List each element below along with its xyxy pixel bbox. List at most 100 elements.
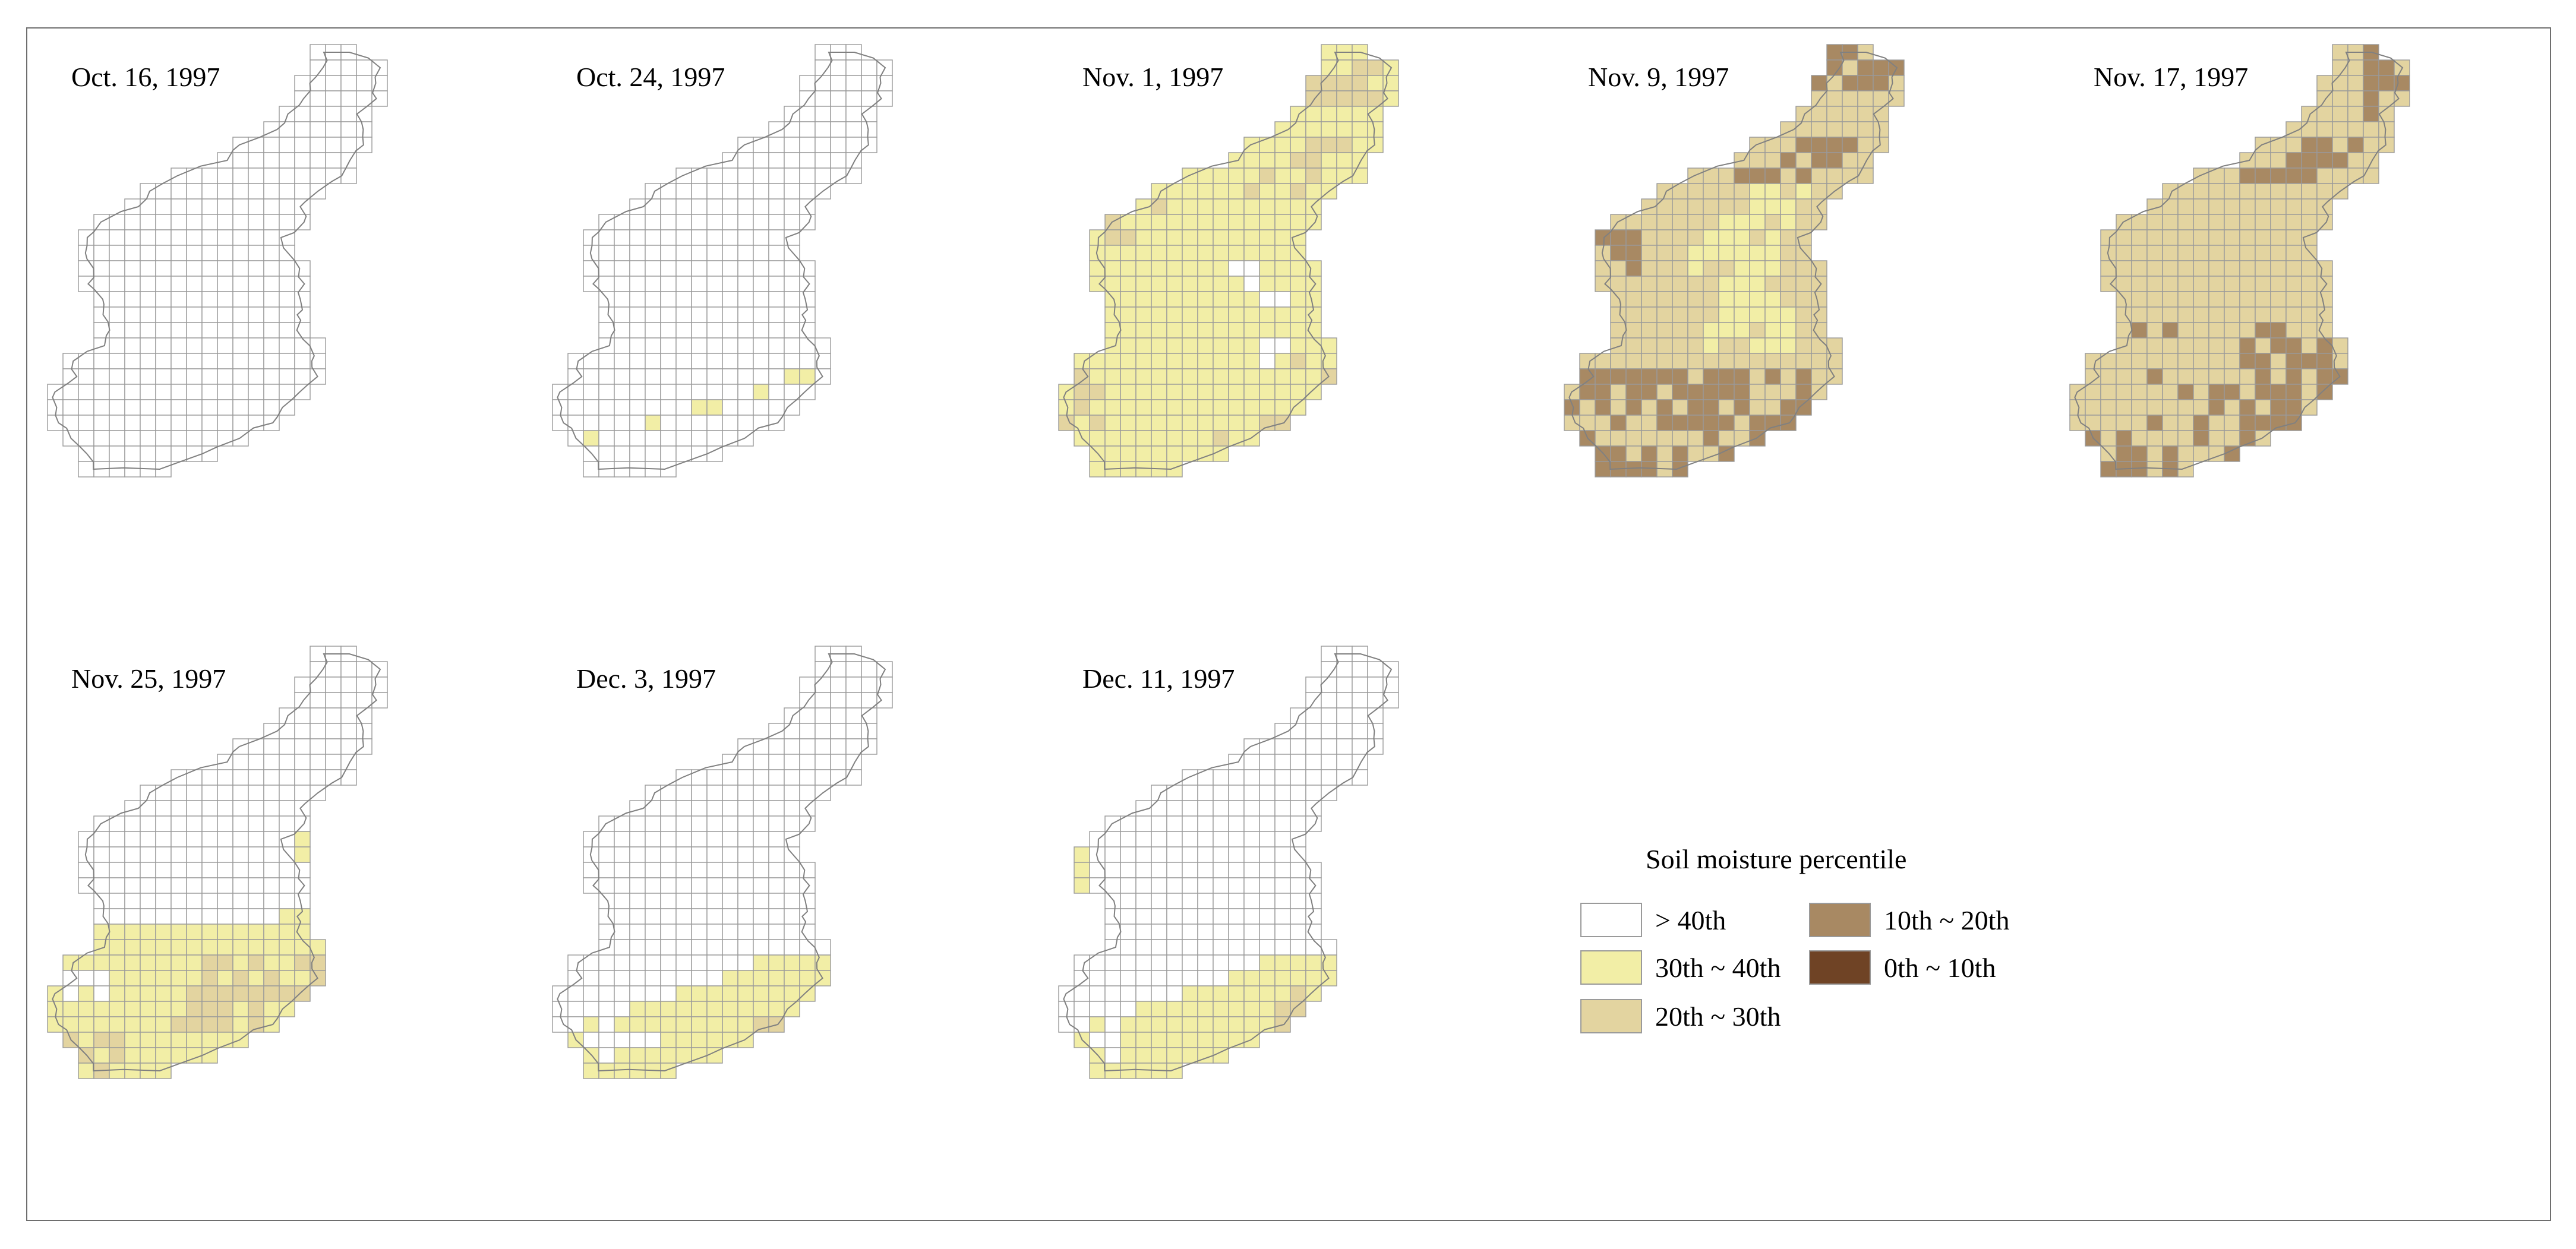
grid-cell [706,939,723,956]
grid-cell [1243,152,1260,169]
grid-cell [186,908,203,925]
grid-cell [1780,229,1797,246]
grid-cell [310,939,326,956]
grid-cell [1274,137,1291,153]
grid-cell [232,276,249,292]
grid-cell [2146,461,2163,478]
grid-cell [109,954,125,971]
grid-cell [1336,152,1353,169]
grid-cell [232,337,249,354]
grid-cell [753,353,769,369]
grid-cell [2146,214,2163,230]
grid-cell [2224,214,2240,230]
grid-cell [217,198,233,215]
grid-cell [1182,353,1198,369]
grid-cell [598,415,615,431]
grid-cell [1151,415,1167,431]
grid-cell [598,1032,615,1048]
grid-cell [1749,183,1766,200]
grid-cell [1749,368,1766,385]
grid-cell [1780,183,1797,200]
grid-cell [691,276,708,292]
grid-cell [1811,121,1827,138]
grid-cell [2316,121,2333,138]
grid-cell [124,954,141,971]
map-panel: Nov. 1, 1997 [1058,44,1422,489]
grid-cell [1197,245,1214,261]
grid-cell [201,183,218,200]
grid-cell [1197,430,1214,447]
grid-cell [722,229,738,246]
grid-cell [217,1001,233,1017]
grid-cell [78,384,94,400]
grid-cell [1243,1016,1260,1033]
grid-cell [248,1016,264,1033]
grid-cell [1274,1001,1291,1017]
grid-cell [155,291,172,308]
grid-cell [248,769,264,786]
grid-cell [279,893,295,909]
grid-cell [722,368,738,385]
grid-cell [155,229,172,246]
grid-cell [2208,415,2225,431]
grid-cell [784,893,800,909]
grid-cell [737,245,754,261]
grid-cell [1795,353,1812,369]
grid-cell [799,368,816,385]
grid-cell [845,738,862,755]
grid-cell [1259,862,1276,878]
grid-cell [1058,1016,1075,1033]
grid-cell [1197,291,1214,308]
grid-cell [1687,260,1704,277]
grid-cell [845,661,862,678]
grid-cell [2208,214,2225,230]
grid-cell [1197,260,1214,277]
grid-cell [1104,260,1121,277]
grid-cell [784,954,800,971]
grid-cell [1274,769,1291,786]
grid-cell [1182,276,1198,292]
grid-cell [753,183,769,200]
grid-cell [768,954,785,971]
grid-cell [1641,229,1658,246]
grid-cell [1243,245,1260,261]
grid-cell [109,260,125,277]
grid-cell [768,353,785,369]
grid-cell [706,291,723,308]
grid-cell [1182,908,1198,925]
grid-cell [2239,415,2256,431]
grid-cell [1259,291,1276,308]
grid-cell [2270,384,2287,400]
grid-cell [629,1001,646,1017]
grid-cell [583,415,599,431]
grid-cell [1259,152,1276,169]
grid-cell [62,384,79,400]
grid-cell [1120,291,1137,308]
grid-cell [124,1047,141,1064]
grid-cell [140,815,156,832]
grid-cell [1857,106,1874,122]
grid-cell [2270,322,2287,339]
grid-cell [1120,445,1137,462]
grid-cell [1305,167,1322,184]
grid-cell [263,384,280,400]
grid-cell [845,137,862,153]
grid-cell [645,893,661,909]
grid-cell [248,152,264,169]
grid-cell [263,738,280,755]
grid-cell [248,893,264,909]
grid-cell [1213,924,1229,940]
grid-cell [1764,306,1781,323]
grid-cell [1305,754,1322,770]
grid-cell [2255,245,2271,261]
grid-cell [1197,368,1214,385]
grid-cell [248,229,264,246]
grid-cell [279,707,295,724]
grid-cell [1151,815,1167,832]
grid-cell [109,415,125,431]
grid-cell [186,276,203,292]
map-panel: Nov. 25, 1997 [47,646,411,1090]
grid-cell [140,322,156,339]
grid-cell [1135,1047,1152,1064]
grid-cell [1656,337,1673,354]
